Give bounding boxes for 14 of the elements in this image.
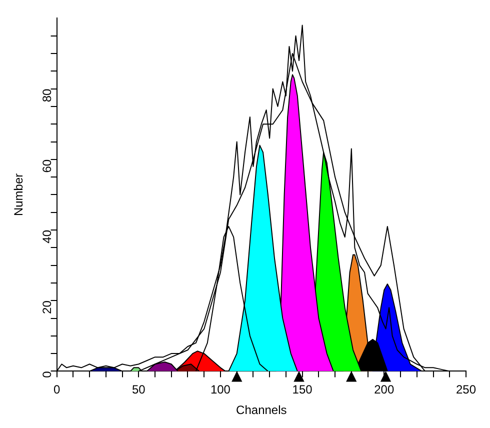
- x-axis-title: Channels: [236, 403, 287, 418]
- x-tick-label: 200: [374, 382, 394, 397]
- y-tick-label: 40: [40, 230, 54, 244]
- y-tick-label: 80: [40, 88, 54, 102]
- y-tick-label: 20: [40, 300, 54, 314]
- x-tick-label: 150: [292, 382, 313, 397]
- y-tick-label: 0: [40, 370, 54, 378]
- annotation: ▲: [380, 368, 392, 384]
- y-axis-title: Number: [12, 173, 26, 216]
- x-tick-label: 50: [132, 382, 146, 397]
- annotation: ▲: [294, 368, 305, 384]
- x-tick-label: 250: [456, 382, 476, 397]
- x-tick-label: 100: [210, 382, 231, 397]
- y-tick-label: 60: [40, 159, 54, 173]
